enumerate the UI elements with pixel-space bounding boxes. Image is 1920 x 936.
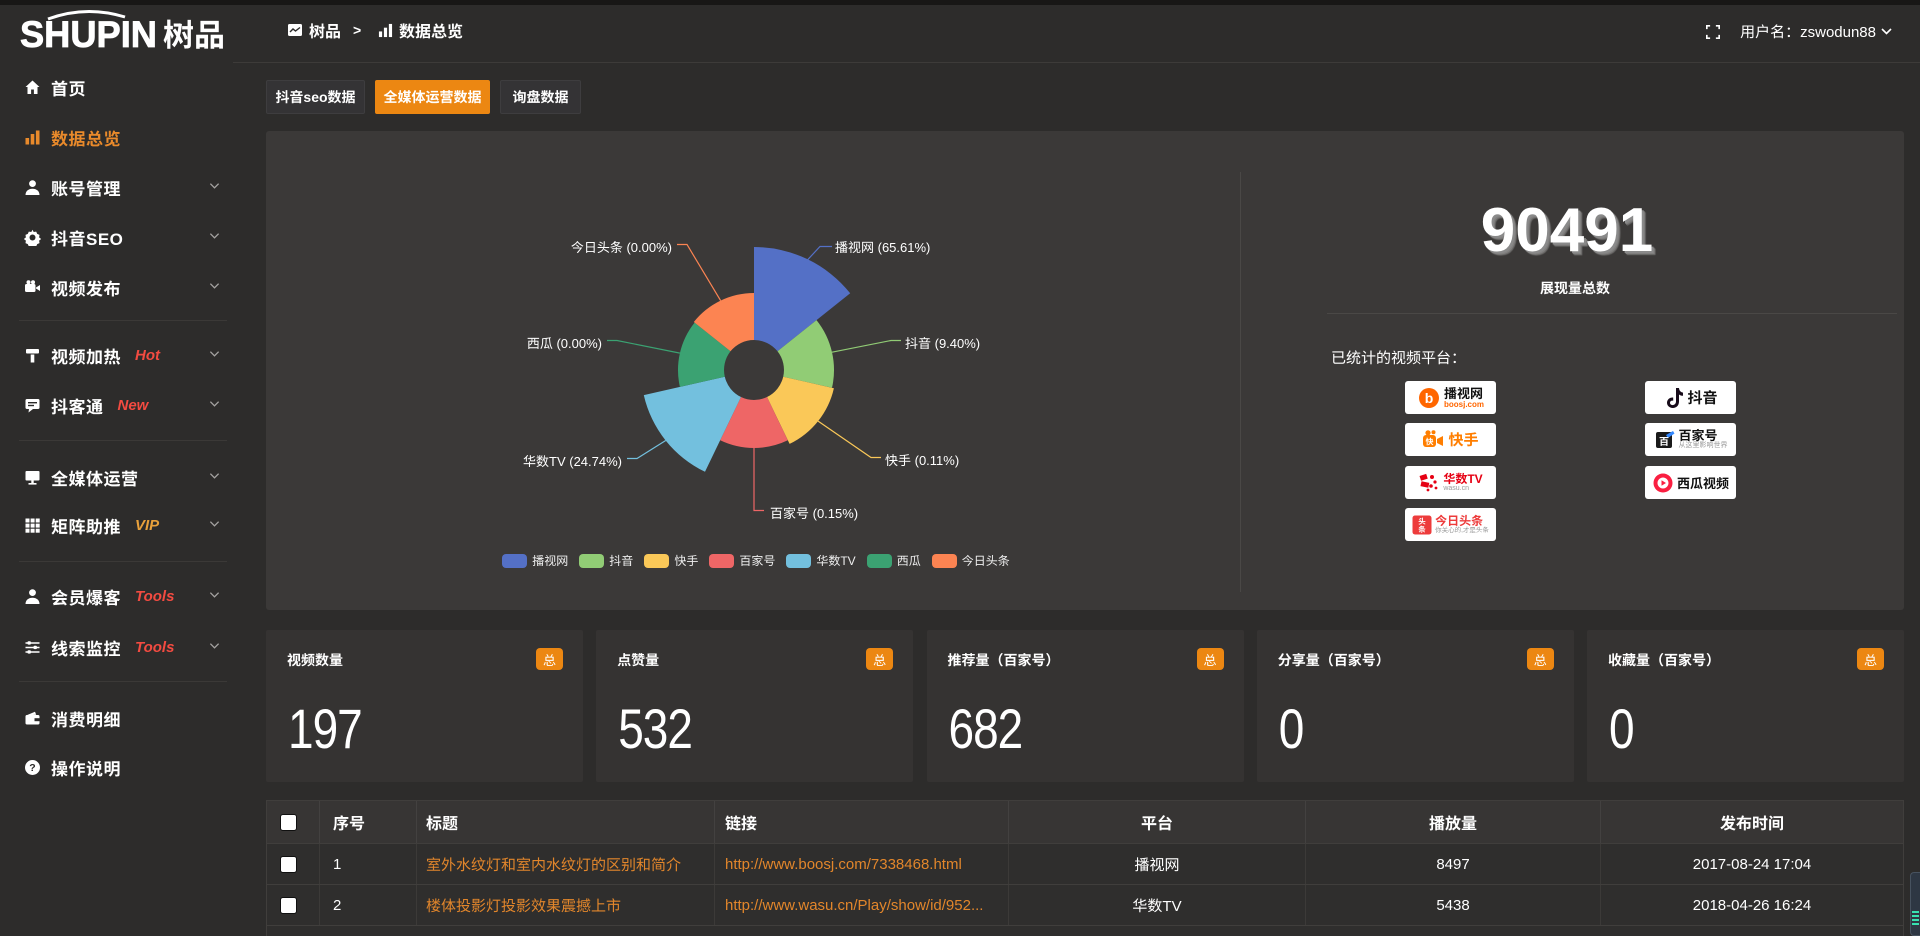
svg-text:SHUPIN: SHUPIN [20,14,157,53]
svg-text:b: b [1425,390,1434,406]
svg-text:百: 百 [1659,437,1669,448]
svg-text:快: 快 [1426,437,1434,446]
svg-text:?: ? [29,762,35,774]
svg-text:条: 条 [1418,525,1426,534]
svg-text:头: 头 [1418,517,1426,526]
svg-text:树品: 树品 [163,18,225,53]
